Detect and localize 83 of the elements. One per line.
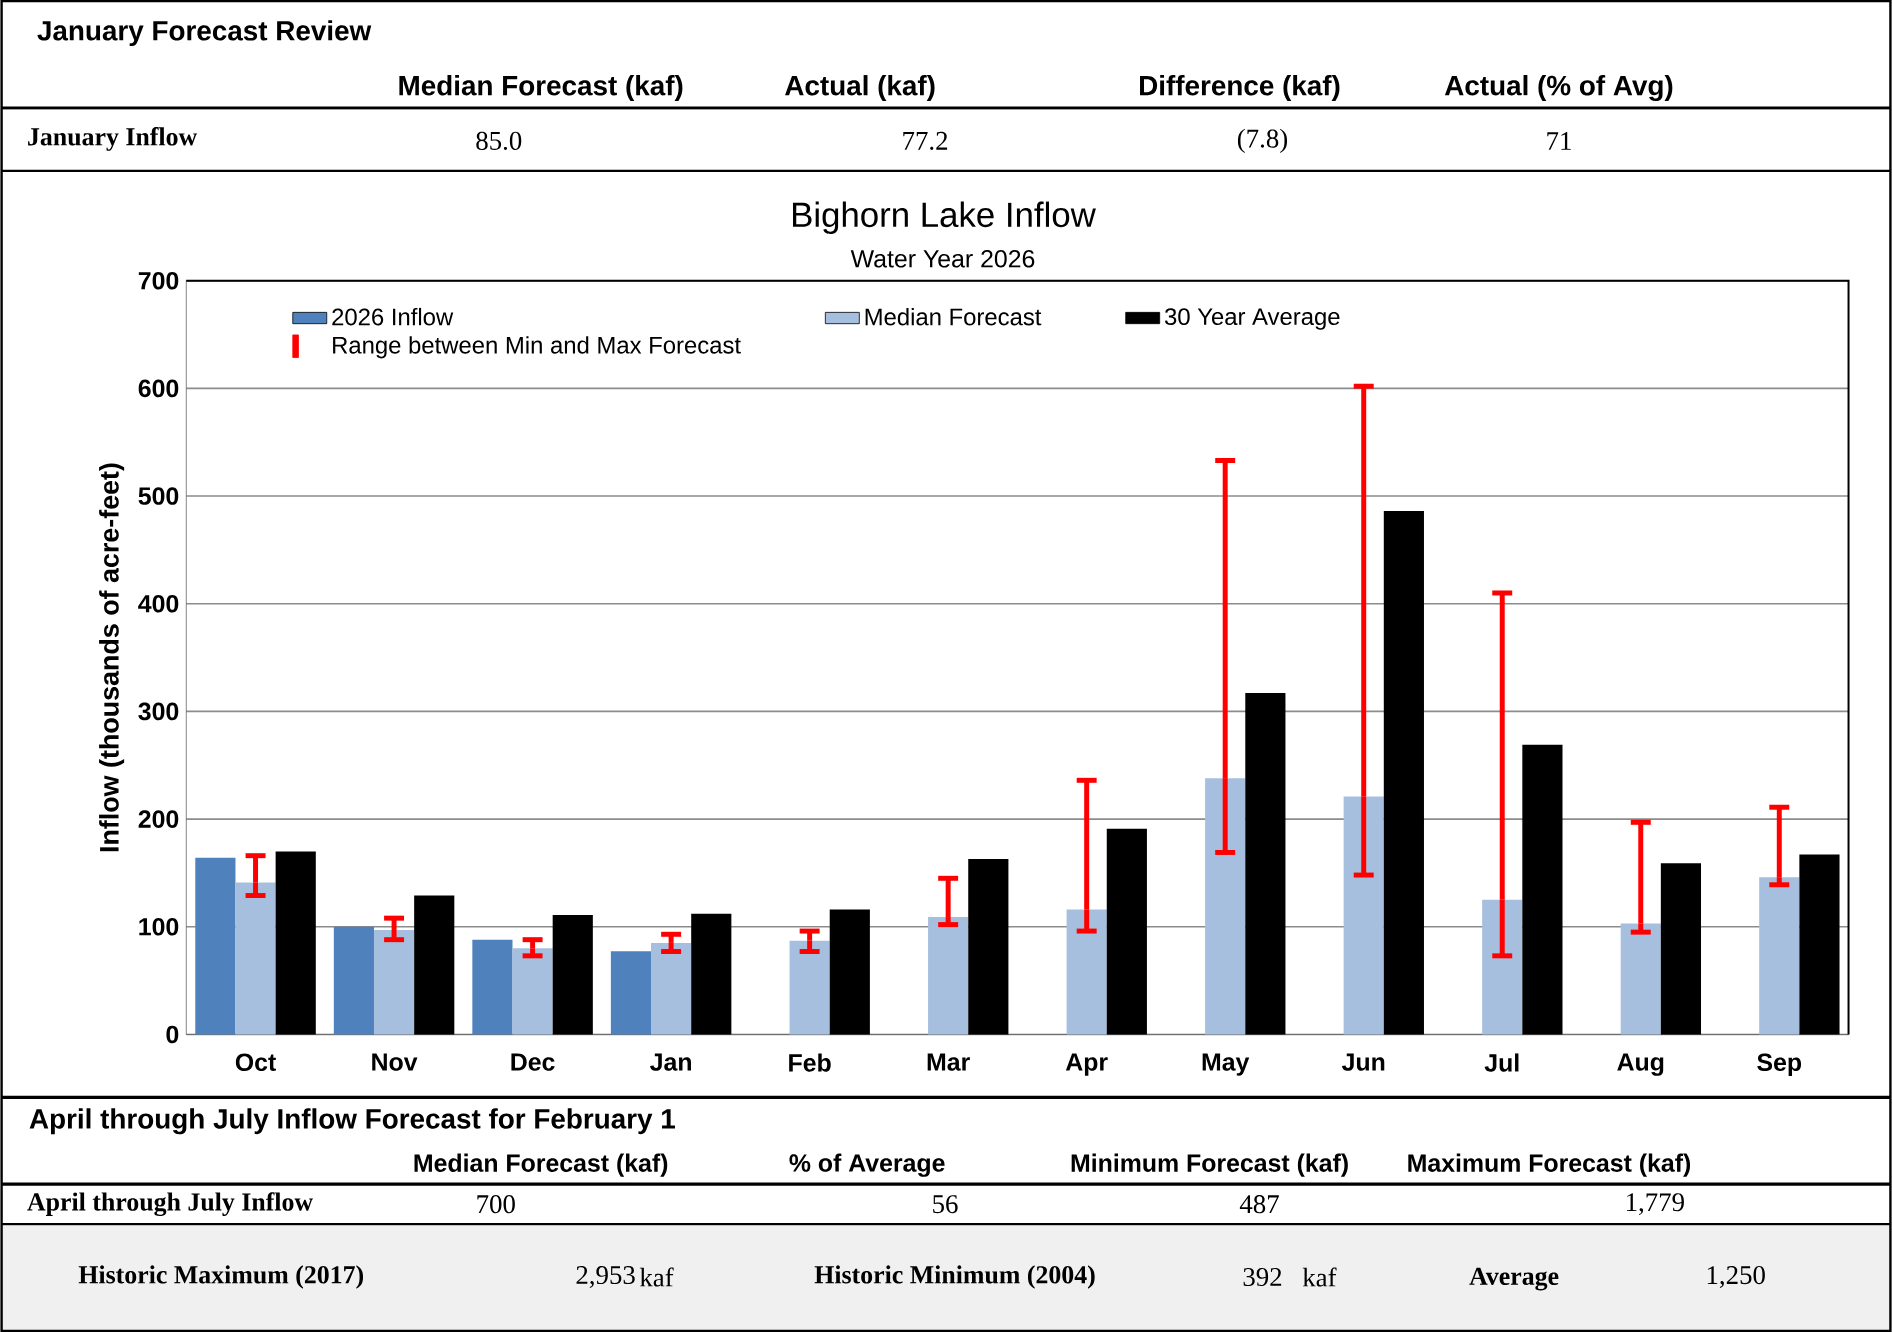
x-tick-label: Jun bbox=[1341, 1053, 1385, 1071]
x-tick-label: Sep bbox=[1757, 1053, 1802, 1076]
text: 392 bbox=[1243, 1267, 1282, 1286]
text: January Inflow bbox=[28, 126, 198, 151]
bar bbox=[1106, 828, 1147, 1035]
y-tick-label: 700 bbox=[138, 271, 179, 290]
x-tick-label: Oct bbox=[235, 1053, 276, 1071]
text: Historic Minimum (2004) bbox=[814, 1265, 1095, 1289]
y-axis-title: Inflow (thousands of acre-feet) bbox=[99, 463, 125, 852]
legend-label: 30 Year Average bbox=[1164, 308, 1340, 330]
text: Maximum Forecast (kaf) bbox=[1408, 1153, 1691, 1177]
bar bbox=[1522, 744, 1563, 1035]
bar bbox=[1482, 899, 1523, 1035]
text: 487 bbox=[1239, 1195, 1279, 1214]
bar bbox=[1343, 796, 1384, 1035]
bar bbox=[789, 940, 830, 1035]
text: % of Average bbox=[789, 1153, 945, 1177]
text: kaf bbox=[1302, 1267, 1337, 1287]
text: kaf bbox=[639, 1267, 674, 1287]
bar bbox=[1383, 511, 1424, 1035]
bar bbox=[333, 926, 374, 1035]
bar bbox=[235, 882, 276, 1035]
bar bbox=[1660, 863, 1702, 1035]
text: Median Forecast (kaf) bbox=[399, 74, 683, 101]
text: Average bbox=[1469, 1267, 1559, 1291]
text: Median Forecast (kaf) bbox=[414, 1153, 668, 1177]
bar bbox=[1205, 778, 1246, 1035]
x-tick-label: Dec bbox=[511, 1053, 555, 1071]
bar bbox=[1620, 923, 1661, 1035]
bar bbox=[1066, 909, 1107, 1035]
y-tick-label: 100 bbox=[139, 917, 179, 936]
y-tick-label: 200 bbox=[138, 810, 179, 828]
text: 56 bbox=[933, 1195, 958, 1214]
bar bbox=[1759, 877, 1800, 1035]
annotation: Range between Min and Max Forecast bbox=[333, 336, 741, 359]
bar bbox=[275, 851, 316, 1035]
text: Actual (% of Avg) bbox=[1444, 74, 1673, 102]
text: 700 bbox=[477, 1195, 515, 1214]
bar bbox=[928, 917, 969, 1035]
x-tick-label: Nov bbox=[372, 1053, 418, 1071]
bar bbox=[829, 909, 870, 1035]
bar bbox=[1245, 693, 1286, 1035]
x-tick-label: Apr bbox=[1065, 1053, 1108, 1076]
text: 1,250 bbox=[1707, 1265, 1765, 1288]
bar bbox=[651, 942, 692, 1035]
legend-label: Median Forecast bbox=[865, 307, 1042, 326]
text: January Forecast Review bbox=[37, 20, 372, 47]
text: 71 bbox=[1547, 132, 1571, 150]
text: 1,779 bbox=[1626, 1193, 1684, 1216]
y-tick-label: 300 bbox=[138, 702, 179, 721]
x-tick-label: May bbox=[1202, 1053, 1250, 1076]
bar bbox=[373, 929, 415, 1035]
bar bbox=[610, 951, 652, 1035]
x-tick-label: Aug bbox=[1617, 1053, 1664, 1076]
text: Historic Maximum (2017) bbox=[78, 1265, 364, 1289]
bar bbox=[195, 857, 236, 1035]
text: April through July Inflow bbox=[27, 1192, 313, 1217]
text: Actual (kaf) bbox=[785, 74, 935, 101]
text: Difference (kaf) bbox=[1140, 74, 1340, 101]
bar bbox=[472, 939, 513, 1035]
bar bbox=[414, 895, 455, 1035]
text: 2,953 bbox=[576, 1266, 635, 1288]
bar bbox=[552, 914, 593, 1035]
y-tick-label: 600 bbox=[138, 379, 179, 398]
chart-subtitle: Water Year 2026 bbox=[850, 249, 1035, 268]
y-tick-label: 400 bbox=[138, 594, 179, 613]
x-tick-label: Jul bbox=[1484, 1053, 1519, 1072]
y-tick-label: 0 bbox=[166, 1025, 179, 1044]
legend-label: 2026 Inflow bbox=[332, 307, 454, 326]
bar bbox=[691, 913, 732, 1035]
text: April through July Inflow Forecast for February 1 bbox=[29, 1108, 675, 1135]
x-tick-label: Feb bbox=[789, 1053, 831, 1072]
chart-title: Bighorn Lake Inflow bbox=[793, 201, 1096, 234]
text: 77.2 bbox=[903, 131, 948, 150]
text: Minimum Forecast (kaf) bbox=[1071, 1153, 1348, 1177]
bar bbox=[512, 948, 553, 1035]
text: 85.0 bbox=[476, 131, 522, 150]
x-tick-label: Jan bbox=[650, 1053, 691, 1071]
bar bbox=[1799, 854, 1840, 1035]
bar bbox=[968, 858, 1009, 1035]
text: (7.8) bbox=[1237, 128, 1288, 154]
y-tick-label: 500 bbox=[138, 487, 179, 505]
x-tick-label: Mar bbox=[927, 1053, 970, 1071]
